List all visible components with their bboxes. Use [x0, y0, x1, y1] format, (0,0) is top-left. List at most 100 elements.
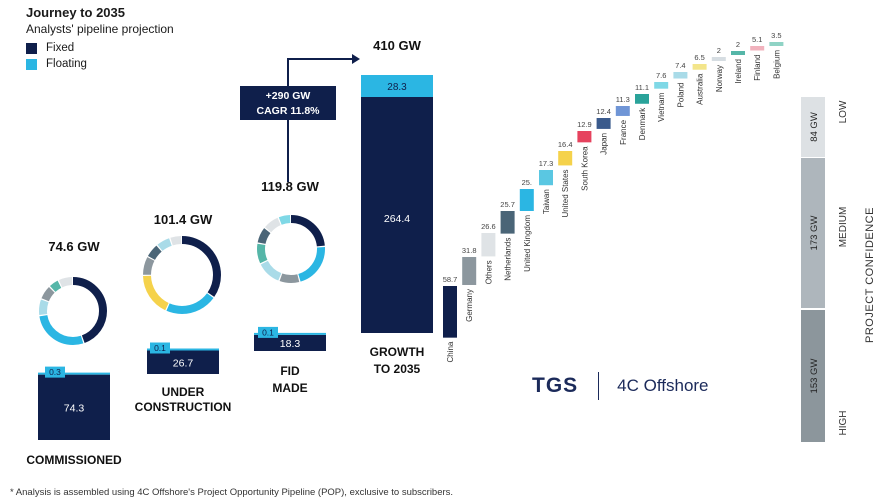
country-label-south-korea: South Korea [580, 146, 589, 191]
country-label-vietnam: Vietnam [657, 92, 666, 122]
country-label-denmark: Denmark [638, 107, 647, 140]
bar-floating-label-commissioned: 0.3 [49, 367, 61, 377]
country-label-china: China [446, 341, 455, 362]
confidence-axis-title: PROJECT CONFIDENCE [864, 207, 876, 343]
country-value-united-states: 16.4 [558, 140, 573, 149]
total-label-fid-made: 119.8 GW [261, 179, 320, 194]
total-label-growth-to-2035: 410 GW [373, 38, 421, 53]
country-bar-germany [462, 257, 477, 285]
country-bar-south-korea [577, 131, 592, 143]
country-value-denmark: 11.1 [635, 83, 649, 92]
chart-subtitle: Analysts' pipeline projection [26, 22, 174, 36]
brand-name: 4C Offshore [617, 376, 709, 395]
bar-fixed-growth-to-2035 [361, 97, 433, 333]
legend-label-fixed: Fixed [46, 42, 75, 54]
country-value-australia: 6.5 [694, 53, 704, 62]
tgs-logo-mark: TGS [532, 374, 579, 397]
country-value-france: 11.3 [616, 95, 630, 104]
country-value-japan: 12.4 [596, 107, 611, 116]
country-label-australia: Australia [696, 73, 705, 105]
country-bar-netherlands [500, 211, 515, 234]
bar-floating-label-fid-made: 0.1 [262, 327, 274, 337]
donut-3-segment-3 [257, 215, 325, 283]
country-label-taiwan: Taiwan [542, 189, 551, 214]
bar-fixed-label-commissioned: 74.3 [64, 402, 85, 414]
category-label-fid-made-0: FID [280, 364, 300, 378]
donut-1-segment-1 [39, 277, 107, 345]
country-label-others: Others [484, 260, 493, 284]
country-label-united-states: United States [561, 169, 570, 217]
country-bar-united-kingdom [519, 189, 534, 211]
donut-2-segment-2 [143, 236, 221, 314]
confidence-value-high: 153 GW [809, 359, 820, 394]
country-bar-norway [711, 57, 726, 61]
confidence-bar-low [801, 97, 825, 157]
country-bar-finland [750, 46, 765, 51]
confidence-category-medium: MEDIUM [838, 207, 849, 248]
category-label-fid-made-1: MADE [272, 381, 307, 395]
bar-floating-commissioned [38, 372, 110, 375]
donut-3-segment-2 [257, 215, 325, 283]
country-bar-united-states [558, 151, 573, 166]
legend-item-fixed: Fixed [26, 40, 87, 56]
growth-arrow-head [352, 54, 360, 64]
country-value-germany: 31.8 [462, 246, 477, 255]
bar-fixed-label-growth-to-2035: 264.4 [384, 213, 410, 225]
country-bar-taiwan [539, 170, 553, 186]
bar-fixed-fid-made [254, 334, 326, 351]
country-value-china: 58.7 [443, 275, 458, 284]
country-label-germany: Germany [465, 289, 474, 322]
country-label-netherlands: Netherlands [504, 238, 513, 281]
bar-fixed-under-construction [147, 350, 219, 374]
country-value-finland: 5.1 [752, 35, 762, 44]
country-value-others: 26.6 [481, 222, 496, 231]
country-value-united-kingdom: 25. [522, 178, 532, 187]
country-bar-australia [692, 64, 707, 70]
country-bar-china [443, 286, 457, 338]
donut-3-segment-1 [257, 215, 325, 283]
bar-floating-tag-under-construction [150, 342, 170, 354]
total-label-commissioned: 74.6 GW [48, 239, 100, 254]
country-value-taiwan: 17.3 [539, 159, 554, 168]
country-bar-ireland [731, 51, 745, 55]
country-value-netherlands: 25.7 [500, 200, 515, 209]
country-label-belgium: Belgium [772, 50, 781, 79]
bar-floating-fid-made [254, 332, 326, 335]
donut-3-segment-5 [257, 215, 325, 283]
country-label-japan: Japan [600, 133, 609, 155]
country-value-south-korea: 12.9 [577, 120, 592, 129]
footnote: * Analysis is assembled using 4C Offshor… [10, 487, 454, 498]
growth-annotation-line2: CAGR 11.8% [256, 105, 320, 117]
bar-floating-tag-fid-made [258, 326, 278, 338]
bar-fixed-label-fid-made: 18.3 [280, 338, 301, 350]
legend-item-floating: Floating [26, 56, 87, 72]
bar-fixed-label-under-construction: 26.7 [173, 357, 194, 369]
growth-annotation-box [240, 86, 336, 120]
legend: Fixed Floating [26, 40, 87, 72]
country-bar-vietnam [654, 82, 669, 89]
category-label-growth-to-2035-1: TO 2035 [374, 362, 421, 376]
category-label-growth-to-2035-0: GROWTH [370, 345, 425, 359]
bar-fixed-commissioned [38, 374, 110, 440]
country-label-norway: Norway [715, 65, 724, 92]
bar-floating-tag-commissioned [45, 366, 65, 378]
country-value-norway: 2 [717, 46, 721, 55]
country-label-united-kingdom: United Kingdom [523, 215, 532, 272]
country-label-france: France [619, 119, 628, 144]
chart-title: Journey to 2035 [26, 5, 125, 20]
bar-floating-label-under-construction: 0.1 [154, 343, 166, 353]
country-value-vietnam: 7.6 [656, 71, 666, 80]
bar-floating-growth-to-2035 [361, 75, 433, 97]
country-bar-denmark [635, 94, 649, 104]
confidence-value-medium: 173 GW [809, 216, 820, 251]
country-value-belgium: 3.5 [771, 31, 781, 40]
confidence-bar-medium [801, 158, 825, 308]
country-value-poland: 7.4 [675, 61, 685, 70]
category-label-under-construction-0: UNDER [162, 385, 205, 399]
bar-floating-under-construction [147, 348, 219, 351]
legend-swatch-fixed [26, 42, 37, 54]
legend-label-floating: Floating [46, 58, 87, 70]
category-label-under-construction-1: CONSTRUCTION [135, 400, 232, 414]
donut-1-segment-3 [39, 277, 107, 345]
